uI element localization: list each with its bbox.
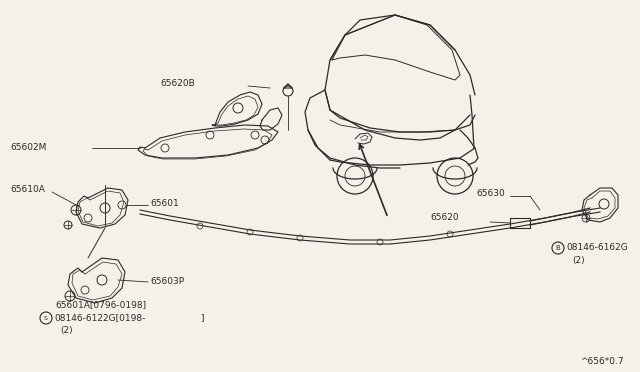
Text: S: S xyxy=(44,315,48,321)
Text: (2): (2) xyxy=(60,327,72,336)
Text: 65630: 65630 xyxy=(476,189,505,198)
Text: 65603P: 65603P xyxy=(150,276,184,285)
Text: 65602M: 65602M xyxy=(10,144,46,153)
Text: 08146-6162G: 08146-6162G xyxy=(566,243,628,251)
Text: 65620: 65620 xyxy=(430,214,459,222)
Text: 65610A: 65610A xyxy=(10,186,45,195)
Text: (2): (2) xyxy=(572,256,584,264)
Text: ]: ] xyxy=(200,314,204,323)
Text: 65601: 65601 xyxy=(150,199,179,208)
Text: 65601A[0796-0198]: 65601A[0796-0198] xyxy=(55,301,146,310)
Text: 65620B: 65620B xyxy=(160,80,195,89)
Text: B: B xyxy=(556,245,561,251)
Text: ^656*0.7: ^656*0.7 xyxy=(580,357,623,366)
Text: 08146-6122G[0198-: 08146-6122G[0198- xyxy=(54,314,145,323)
